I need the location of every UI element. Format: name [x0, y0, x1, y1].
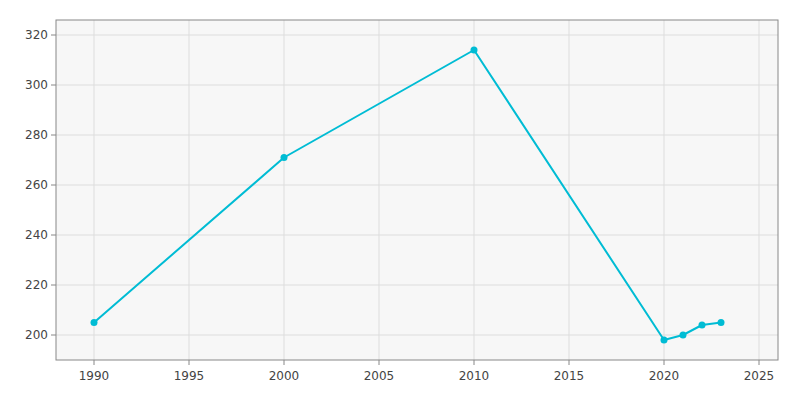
tick-x — [664, 360, 665, 365]
tick-y — [51, 35, 56, 36]
tick-label-x: 2000 — [269, 369, 300, 383]
tick-label-x: 2025 — [744, 369, 775, 383]
tick-label-x: 2010 — [459, 369, 490, 383]
tick-label-x: 2015 — [554, 369, 585, 383]
tick-label-x: 2020 — [649, 369, 680, 383]
tick-label-y: 240 — [25, 228, 48, 242]
grid-line-x — [189, 20, 190, 360]
grid-line-y — [56, 185, 778, 186]
chart-container: 200 220 240 260 280 300 320 1990 1995 2000 2005 201… — [0, 0, 800, 400]
tick-label-x: 1995 — [174, 369, 205, 383]
line — [94, 50, 721, 340]
tick-label-y: 200 — [25, 328, 48, 342]
point — [281, 154, 288, 161]
tick-label-y: 220 — [25, 278, 48, 292]
point — [471, 47, 478, 54]
grid-line-x — [379, 20, 380, 360]
tick-label-y: 300 — [25, 78, 48, 92]
plot-background — [56, 20, 778, 360]
grid-line-x — [664, 20, 665, 360]
plot-frame — [56, 20, 778, 360]
grid-line-y — [56, 335, 778, 336]
point — [661, 337, 668, 344]
grid-line-x — [94, 20, 95, 360]
grid-line-x — [474, 20, 475, 360]
tick-y — [51, 185, 56, 186]
tick-x — [474, 360, 475, 365]
data-layer — [91, 47, 725, 344]
grid-line-y — [56, 135, 778, 136]
grid-line-x — [759, 20, 760, 360]
tick-label-x: 1990 — [79, 369, 110, 383]
grid-line-y — [56, 235, 778, 236]
tick-x — [569, 360, 570, 365]
tick-label-y: 280 — [25, 128, 48, 142]
point — [699, 322, 706, 329]
point — [680, 332, 687, 339]
tick-x — [379, 360, 380, 365]
tick-x — [759, 360, 760, 365]
tick-label-y: 260 — [25, 178, 48, 192]
tick-x — [94, 360, 95, 365]
tick-y — [51, 335, 56, 336]
grid — [56, 20, 778, 360]
tick-y — [51, 85, 56, 86]
tick-y — [51, 285, 56, 286]
grid-line-y — [56, 35, 778, 36]
axes: 200 220 240 260 280 300 320 1990 1995 2000 2005 201… — [25, 28, 774, 383]
point — [718, 319, 725, 326]
grid-line-x — [569, 20, 570, 360]
chart-svg: 200 220 240 260 280 300 320 1990 1995 2000 2005 201… — [0, 0, 800, 400]
grid-line-x — [284, 20, 285, 360]
tick-y — [51, 235, 56, 236]
tick-label-y: 320 — [25, 28, 48, 42]
grid-line-y — [56, 285, 778, 286]
tick-x — [284, 360, 285, 365]
point — [91, 319, 98, 326]
grid-line-y — [56, 85, 778, 86]
tick-y — [51, 135, 56, 136]
tick-x — [189, 360, 190, 365]
tick-label-x: 2005 — [364, 369, 395, 383]
